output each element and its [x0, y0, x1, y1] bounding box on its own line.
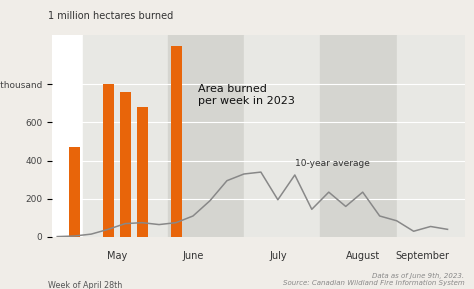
Bar	[244, 35, 320, 237]
Bar	[82, 35, 167, 237]
Text: June: June	[182, 251, 204, 261]
Bar	[171, 46, 182, 237]
Bar	[103, 84, 114, 237]
Text: Area burned
per week in 2023: Area burned per week in 2023	[198, 84, 295, 106]
Text: Data as of June 9th, 2023.
Source: Canadian Wildland Fire Information System: Data as of June 9th, 2023. Source: Canad…	[283, 273, 465, 286]
Bar	[320, 35, 397, 237]
Text: August: August	[346, 251, 380, 261]
Text: Week of April 28th
start of fire season: Week of April 28th start of fire season	[48, 281, 124, 289]
Text: 1 million hectares burned: 1 million hectares burned	[48, 10, 173, 21]
Bar	[69, 147, 80, 237]
Text: 10-year average: 10-year average	[295, 159, 370, 168]
Bar	[119, 92, 131, 237]
Bar	[167, 35, 244, 237]
Text: May: May	[107, 251, 127, 261]
Bar	[397, 35, 465, 237]
Text: July: July	[269, 251, 287, 261]
Text: September: September	[395, 251, 449, 261]
Bar	[137, 107, 147, 237]
